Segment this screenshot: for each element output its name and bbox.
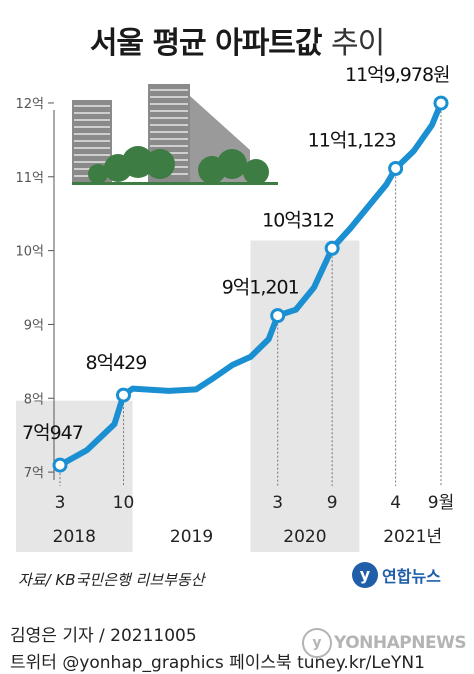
data-label-2: 9억1,201 [222,277,299,299]
month-tick-label-4: 4 [390,493,401,513]
data-point-2 [270,308,286,324]
month-tick-label-5: 9월 [428,493,454,513]
data-point-1 [116,387,131,403]
data-point-0 [52,457,68,473]
watermark-icon: y [302,628,332,658]
apartment-illustration [72,84,278,185]
ground [72,182,278,185]
yonhap-logo: y 연합뉴스 [352,562,441,588]
data-label-5: 11억9,978원 [345,64,450,86]
data-point-3 [324,240,340,256]
reporter-credit: 김영은 기자 / 20211005 [10,626,197,646]
data-label-4: 11억1,123 [308,129,396,151]
tree-1 [122,146,154,178]
chart-title-light: 추이 [330,26,385,61]
y-tick-label-1: 8억 [24,392,44,407]
yonhap-logo-icon: y [352,562,378,588]
year-label-3: 2021년 [383,527,442,547]
data-label-3: 10억312 [262,209,334,231]
watermark-text: YONHAPNEWS [334,633,467,653]
year-label-1: 2019 [170,527,213,547]
tree-4 [217,149,247,179]
chart-title-main: 서울 평균 아파트값 [89,26,323,61]
month-tick-label-0: 3 [55,493,66,513]
data-label-0: 7억947 [22,422,83,444]
watermark: y YONHAPNEWS [302,628,467,658]
social-credit: 트위터 @yonhap_graphics 페이스북 tuney.kr/LeYN1 [10,653,425,673]
month-tick-label-1: 10 [113,493,135,513]
data-point-5 [433,95,449,111]
y-tick-label-2: 9억 [24,318,44,333]
data-point-4 [388,160,404,176]
y-tick-label-3: 10억 [15,245,44,260]
data-label-1: 8억429 [86,352,147,374]
y-tick-label-0: 7억 [24,466,44,481]
tree-6 [88,164,108,184]
year-band-2 [250,240,360,552]
yonhap-logo-text: 연합뉴스 [382,567,441,586]
year-label-2: 2020 [283,527,326,547]
tree-5 [243,159,269,185]
year-label-0: 2018 [53,527,96,547]
y-tick-label-4: 11억 [15,171,44,186]
y-tick-label-5: 12억 [15,97,44,112]
tree-2 [145,149,175,179]
month-tick-label-2: 3 [272,493,283,513]
chart-title: 서울 평균 아파트값 추이 [0,18,474,62]
month-tick-label-3: 9 [327,493,338,513]
source-text: 자료/ KB국민은행 리브부동산 [18,571,205,589]
line-chart: 7억 8억 9억 10억 11억 12억 7억947 8억429 9억1,201 10억312 11… [15,64,454,552]
